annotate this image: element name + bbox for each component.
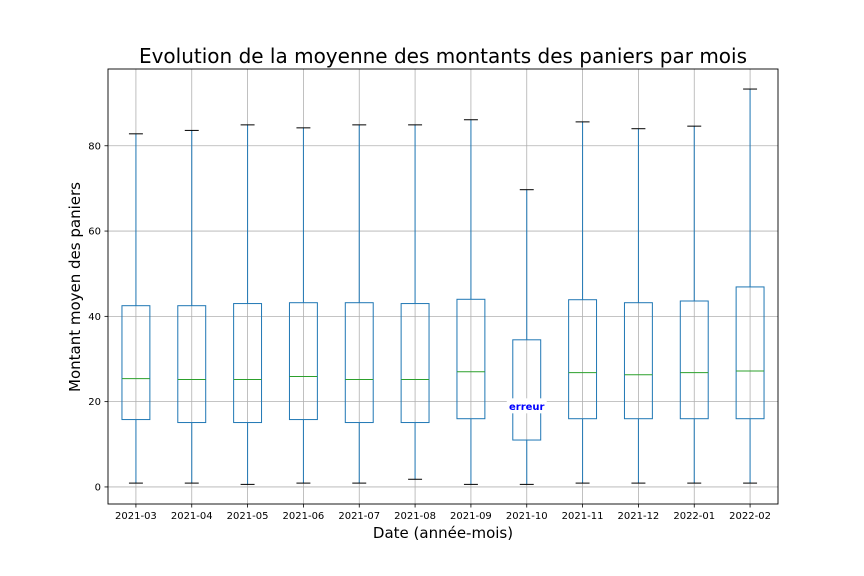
- box-body: [679, 300, 709, 420]
- x-tick-label: 2021-04: [171, 511, 213, 522]
- x-axis-label: Date (année-mois): [373, 524, 513, 542]
- box-2021-04: [177, 129, 207, 484]
- box-2021-12: [623, 128, 653, 484]
- box-body: [121, 305, 151, 421]
- box-2021-05: [233, 124, 263, 485]
- box-2021-07: [344, 124, 374, 484]
- box-body: [233, 303, 263, 424]
- y-axis-ticks: 0 20 40 60 80: [88, 141, 108, 493]
- box-2022-01: [679, 125, 709, 484]
- y-tick-label: 0: [95, 482, 101, 493]
- box-2022-02: [735, 88, 765, 484]
- box-body: [623, 302, 653, 420]
- x-tick-label: 2021-08: [394, 511, 436, 522]
- boxes: [121, 88, 765, 485]
- annotation-background: [506, 398, 547, 414]
- x-tick-label: 2021-03: [115, 511, 157, 522]
- y-tick-label: 80: [88, 141, 101, 152]
- x-tick-label: 2021-11: [562, 511, 604, 522]
- x-tick-label: 2021-07: [338, 511, 380, 522]
- annotation-erreur: erreur: [509, 402, 545, 413]
- box-body: [288, 302, 318, 421]
- box-2021-08: [400, 124, 430, 480]
- box-body: [512, 339, 542, 441]
- x-tick-label: 2021-09: [450, 511, 492, 522]
- box-body: [177, 305, 207, 424]
- plot-frame: [107, 68, 779, 505]
- box-body: [568, 299, 598, 420]
- x-tick-label: 2021-12: [618, 511, 660, 522]
- x-tick-label: 2021-10: [506, 511, 548, 522]
- box-body: [735, 286, 765, 420]
- box-body: [400, 303, 430, 424]
- box-body: [344, 302, 374, 424]
- y-tick-label: 40: [88, 312, 101, 323]
- x-tick-label: 2022-01: [673, 511, 715, 522]
- x-axis-ticks: 2021-03 2021-04 2021-05 2021-06 2021-07 2021-…: [115, 504, 771, 522]
- box-body: [456, 298, 486, 420]
- box-2021-09: [456, 119, 486, 485]
- chart-title: Evolution de la moyenne des montants des…: [139, 44, 747, 68]
- y-tick-label: 20: [88, 397, 101, 408]
- box-2021-11: [568, 121, 598, 484]
- x-tick-label: 2022-02: [729, 511, 771, 522]
- x-tick-label: 2021-05: [227, 511, 269, 522]
- y-tick-label: 60: [88, 227, 101, 238]
- plot-area: [108, 69, 778, 504]
- x-tick-label: 2021-06: [283, 511, 325, 522]
- box-2021-06: [288, 127, 318, 484]
- y-axis-label: Montant moyen des paniers: [66, 182, 84, 392]
- box-2021-03: [121, 133, 151, 484]
- annotations: erreur: [506, 398, 547, 414]
- box-2021-10: [512, 189, 542, 485]
